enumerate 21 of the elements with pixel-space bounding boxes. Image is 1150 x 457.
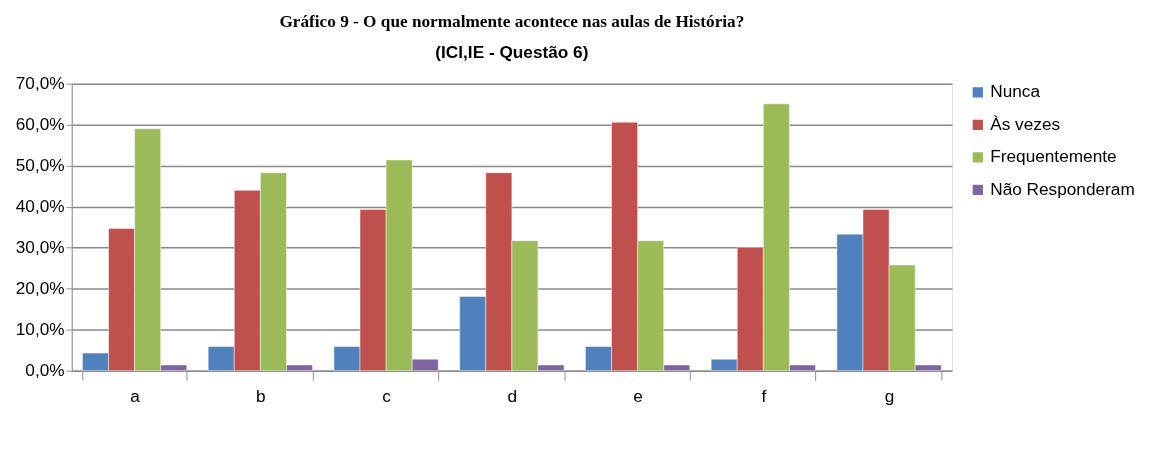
legend-label: Não Responderam — [990, 178, 1135, 199]
y-tick-label: 30,0% — [15, 236, 65, 257]
x-tick-label: c — [382, 385, 392, 406]
y-tick-label: 20,0% — [15, 277, 65, 298]
legend-label: Nunca — [990, 81, 1041, 102]
y-tick-label: 60,0% — [15, 113, 65, 134]
legend-label: Frequentemente — [990, 146, 1117, 167]
x-tick-label: a — [130, 385, 141, 406]
x-tick-label: d — [507, 385, 518, 406]
chart-title: Gráfico 9 - O que normalmente acontece nas aulas de História? — [279, 12, 745, 32]
y-tick-label: 70,0% — [15, 72, 65, 93]
y-tick-label: 10,0% — [15, 318, 65, 339]
y-tick-label: 0,0% — [25, 359, 65, 380]
x-tick-label: g — [884, 385, 895, 406]
x-tick-label: e — [633, 385, 643, 406]
chart-subtitle: (ICI,IE - Questão 6) — [435, 41, 589, 62]
x-tick-label: f — [761, 385, 767, 406]
y-tick-label: 50,0% — [15, 154, 65, 175]
legend-label: Às vezes — [990, 113, 1061, 134]
x-tick-label: b — [256, 385, 266, 406]
y-tick-label: 40,0% — [15, 195, 65, 216]
